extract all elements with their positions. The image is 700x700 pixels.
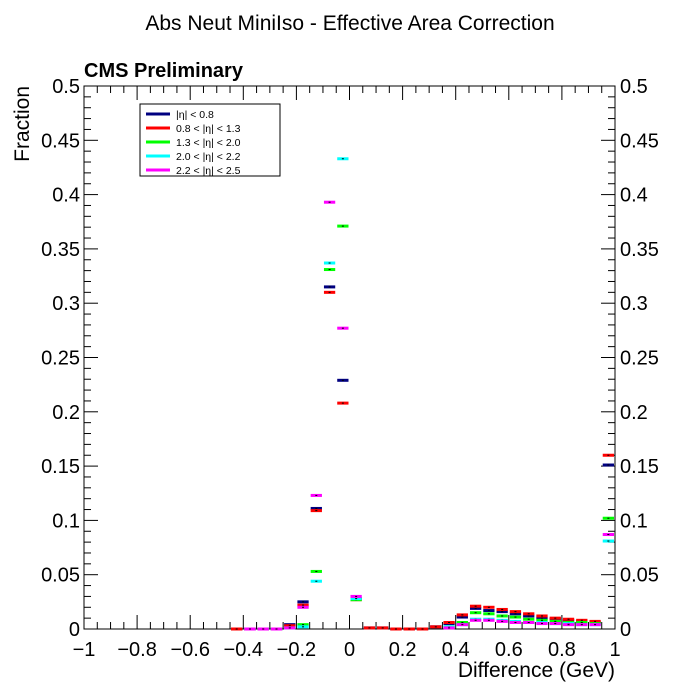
y-tick-label-right: 0.2: [620, 402, 648, 424]
legend-label: |η| < 0.8: [176, 109, 214, 121]
y-tick-label: 0.05: [41, 565, 80, 587]
x-tick-label: −0.2: [277, 639, 316, 661]
y-tick-label: 0.3: [52, 293, 80, 315]
x-tick-label: −0.8: [117, 639, 156, 661]
x-tick-labels: −1 −0.8 −0.6 −0.4 −0.2 0 0.2 0.4 0.6 0.8 1: [73, 639, 621, 661]
legend-label: 2.2 < |η| < 2.5: [176, 165, 241, 177]
series-3: [244, 224, 614, 631]
x-tick-label: 0.2: [389, 639, 417, 661]
series-2: [231, 290, 614, 631]
y-tick-label-right: 0.3: [620, 293, 648, 315]
y-tick-label: 0.35: [41, 239, 80, 261]
y-tick-labels-right: 0 0.05 0.1 0.15 0.2 0.25 0.3 0.35 0.4 0.45 0.5: [620, 76, 659, 641]
y-tick-label-right: 0: [620, 619, 631, 641]
x-tick-label: 0: [344, 639, 355, 661]
y-tick-label-right: 0.35: [620, 239, 659, 261]
legend: |η| < 0.8 0.8 < |η| < 1.3 1.3 < |η| < 2.0 2…: [139, 103, 281, 177]
x-tick-label: 0.6: [495, 639, 523, 661]
legend-label: 1.3 < |η| < 2.0: [176, 137, 241, 149]
x-axis-label: Difference (GeV): [458, 659, 615, 682]
y-tick-label-right: 0.25: [620, 348, 659, 370]
x-tick-label: 1: [609, 639, 620, 661]
y-tick-label-right: 0.15: [620, 456, 659, 478]
x-tick-label: 0.8: [548, 639, 576, 661]
legend-items: |η| < 0.8 0.8 < |η| < 1.3 1.3 < |η| < 2.0 2…: [146, 109, 241, 177]
y-tick-label-right: 0.5: [620, 76, 648, 98]
legend-label: 0.8 < |η| < 1.3: [176, 123, 241, 135]
legend-label: 2.0 < |η| < 2.2: [176, 151, 241, 163]
x-tick-label: −0.6: [170, 639, 209, 661]
y-tick-label: 0.25: [41, 348, 80, 370]
x-tick-label: −1: [73, 639, 96, 661]
y-tick-label-right: 0.4: [620, 185, 648, 207]
histogram-series: [231, 157, 614, 631]
y-tick-label: 0: [69, 619, 80, 641]
y-tick-label: 0.1: [52, 510, 80, 532]
x-tick-label: 0.4: [442, 639, 470, 661]
series-1: [231, 285, 614, 631]
y-tick-label-right: 0.05: [620, 565, 659, 587]
y-tick-labels-left: 0 0.05 0.1 0.15 0.2 0.25 0.3 0.35 0.4 0.45 0.5: [41, 76, 80, 641]
y-tick-label-right: 0.1: [620, 510, 648, 532]
x-tick-label: −0.4: [224, 639, 263, 661]
y-tick-label-right: 0.45: [620, 130, 659, 152]
y-axis-label: Fraction: [11, 86, 34, 162]
y-tick-label: 0.2: [52, 402, 80, 424]
legend-box: [139, 103, 281, 177]
y-tick-label: 0.15: [41, 456, 80, 478]
series-4: [244, 157, 614, 631]
y-tick-label: 0.45: [41, 130, 80, 152]
axis-ticks: [83, 85, 616, 630]
series-5: [244, 200, 614, 631]
cms-label: CMS Preliminary: [84, 60, 244, 82]
chart-title: Abs Neut MiniIso - Effective Area Correc…: [145, 12, 554, 35]
y-tick-label: 0.4: [52, 185, 80, 207]
y-tick-label: 0.5: [52, 76, 80, 98]
